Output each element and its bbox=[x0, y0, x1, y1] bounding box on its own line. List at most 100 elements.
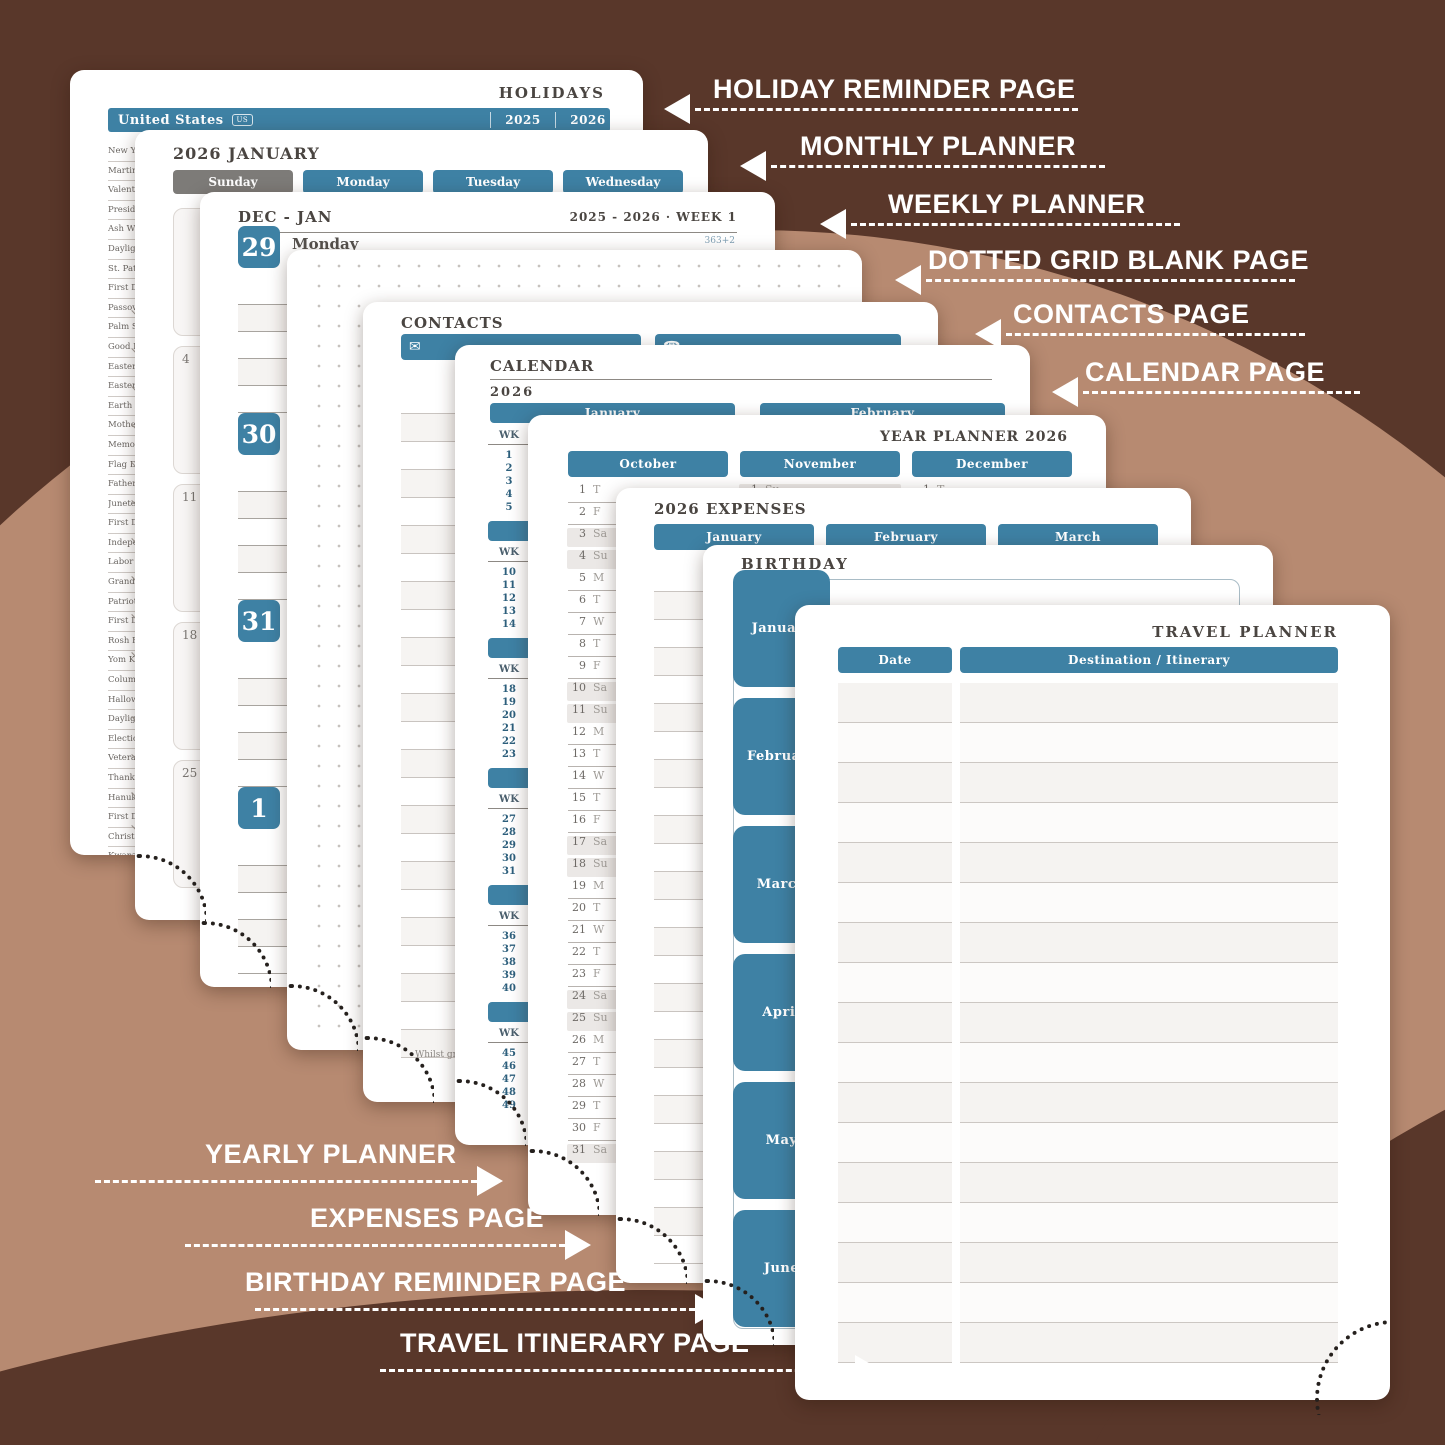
week-number: 23 bbox=[502, 749, 516, 760]
week-number: 38 bbox=[502, 957, 516, 968]
year-separator bbox=[490, 112, 491, 128]
day-number: 15 bbox=[572, 791, 586, 804]
day-row-rule bbox=[568, 1074, 626, 1075]
day-header-sunday[interactable]: Sunday bbox=[173, 170, 293, 194]
callout-arrow bbox=[975, 319, 1001, 349]
day-number: 6 bbox=[579, 593, 586, 606]
week-number: 5 bbox=[505, 502, 513, 513]
day-row-rule bbox=[568, 788, 626, 789]
year-planner-title: YEAR PLANNER 2026 bbox=[879, 429, 1068, 445]
day-header-tuesday[interactable]: Tuesday bbox=[433, 170, 553, 194]
year-tab-2026[interactable]: 2026 bbox=[570, 113, 606, 127]
weekly-day-number[interactable]: 1 bbox=[238, 787, 280, 829]
day-row-rule bbox=[568, 1052, 626, 1053]
day-number: 25 bbox=[572, 1011, 586, 1024]
callout-dashed-line bbox=[185, 1244, 565, 1247]
page-curl-arc bbox=[288, 981, 358, 1051]
weekly-day-counter: 363+2 bbox=[704, 236, 735, 246]
day-number: 18 bbox=[572, 857, 586, 870]
callout-dashed-line bbox=[1006, 333, 1305, 336]
travel-rows bbox=[838, 683, 1338, 1363]
travel-destination-cell bbox=[960, 1083, 1338, 1123]
travel-row bbox=[838, 1283, 1338, 1323]
weekday-letter: T bbox=[593, 945, 601, 958]
weekly-day-number[interactable]: 31 bbox=[238, 600, 280, 642]
day-header-wednesday[interactable]: Wednesday bbox=[563, 170, 683, 194]
day-number: 4 bbox=[579, 549, 586, 562]
day-number: 24 bbox=[572, 989, 586, 1002]
day-number: 10 bbox=[572, 681, 586, 694]
callout-label: DOTTED GRID BLANK PAGE bbox=[928, 245, 1309, 275]
travel-row bbox=[838, 923, 1338, 963]
travel-destination-cell bbox=[960, 1123, 1338, 1163]
weekday-letter: T bbox=[593, 901, 601, 914]
cell-date: 11 bbox=[182, 490, 198, 504]
day-row-rule bbox=[568, 766, 626, 767]
travel-destination-cell bbox=[960, 1243, 1338, 1283]
week-number: 21 bbox=[502, 723, 516, 734]
travel-row bbox=[838, 723, 1338, 763]
weekly-range: DEC - JAN bbox=[238, 208, 333, 226]
weekday-letter: M bbox=[593, 725, 605, 738]
weekday-letter: T bbox=[593, 593, 601, 606]
travel-date-cell bbox=[838, 883, 952, 923]
travel-destination-cell bbox=[960, 1163, 1338, 1203]
day-row-rule bbox=[568, 634, 626, 635]
week-column-header: WK bbox=[488, 910, 530, 926]
calendar-title: CALENDAR bbox=[490, 357, 595, 375]
travel-column-header-date: Date bbox=[838, 647, 952, 673]
week-number: 46 bbox=[502, 1061, 516, 1072]
week-column-header: WK bbox=[488, 546, 530, 562]
travel-destination-cell bbox=[960, 843, 1338, 883]
week-number: 3 bbox=[505, 476, 513, 487]
day-number: 23 bbox=[572, 967, 586, 980]
weekday-letter: T bbox=[593, 791, 601, 804]
callout-label: CONTACTS PAGE bbox=[1013, 299, 1250, 329]
year-month-tab-november[interactable]: November bbox=[740, 451, 900, 477]
travel-destination-cell bbox=[960, 683, 1338, 723]
travel-date-cell bbox=[838, 923, 952, 963]
callout-arrow bbox=[855, 1355, 881, 1385]
week-number: 13 bbox=[502, 606, 516, 617]
country-label: United States bbox=[118, 112, 224, 128]
travel-column-header-destination: Destination / Itinerary bbox=[960, 647, 1338, 673]
weekday-letter: W bbox=[593, 769, 605, 782]
cell-date: 18 bbox=[182, 628, 198, 642]
weekly-day-number[interactable]: 30 bbox=[238, 413, 280, 455]
weekly-day-number[interactable]: 29 bbox=[238, 226, 280, 268]
day-number: 19 bbox=[572, 879, 586, 892]
travel-destination-cell bbox=[960, 1203, 1338, 1243]
travel-date-cell bbox=[838, 763, 952, 803]
callout-dashed-line bbox=[771, 165, 1105, 168]
year-month-tab-december[interactable]: December bbox=[912, 451, 1072, 477]
day-header-monday[interactable]: Monday bbox=[303, 170, 423, 194]
holidays-title: HOLIDAYS bbox=[498, 84, 605, 102]
year-day-row: 28 W bbox=[568, 1077, 735, 1099]
week-number: 28 bbox=[502, 827, 516, 838]
week-number: 10 bbox=[502, 567, 516, 578]
weekday-letter: M bbox=[593, 879, 605, 892]
day-number: 8 bbox=[579, 637, 586, 650]
year-separator bbox=[555, 112, 556, 128]
year-day-row: 13 T bbox=[568, 747, 735, 769]
travel-row bbox=[838, 963, 1338, 1003]
contacts-title: CONTACTS bbox=[401, 314, 504, 332]
year-month-tab-october[interactable]: October bbox=[568, 451, 728, 477]
travel-row bbox=[838, 1003, 1338, 1043]
day-number: 14 bbox=[572, 769, 586, 782]
travel-destination-cell bbox=[960, 803, 1338, 843]
birthday-title: BIRTHDAY bbox=[741, 555, 849, 573]
travel-row bbox=[838, 843, 1338, 883]
travel-row bbox=[838, 683, 1338, 723]
day-number: 13 bbox=[572, 747, 586, 760]
week-column-header: WK bbox=[488, 793, 530, 809]
weekday-letter: Sa bbox=[593, 1143, 608, 1156]
year-tab-2025[interactable]: 2025 bbox=[505, 113, 541, 127]
travel-date-cell bbox=[838, 963, 952, 1003]
year-day-row: 21 W bbox=[568, 923, 735, 945]
weekday-letter: T bbox=[593, 637, 601, 650]
